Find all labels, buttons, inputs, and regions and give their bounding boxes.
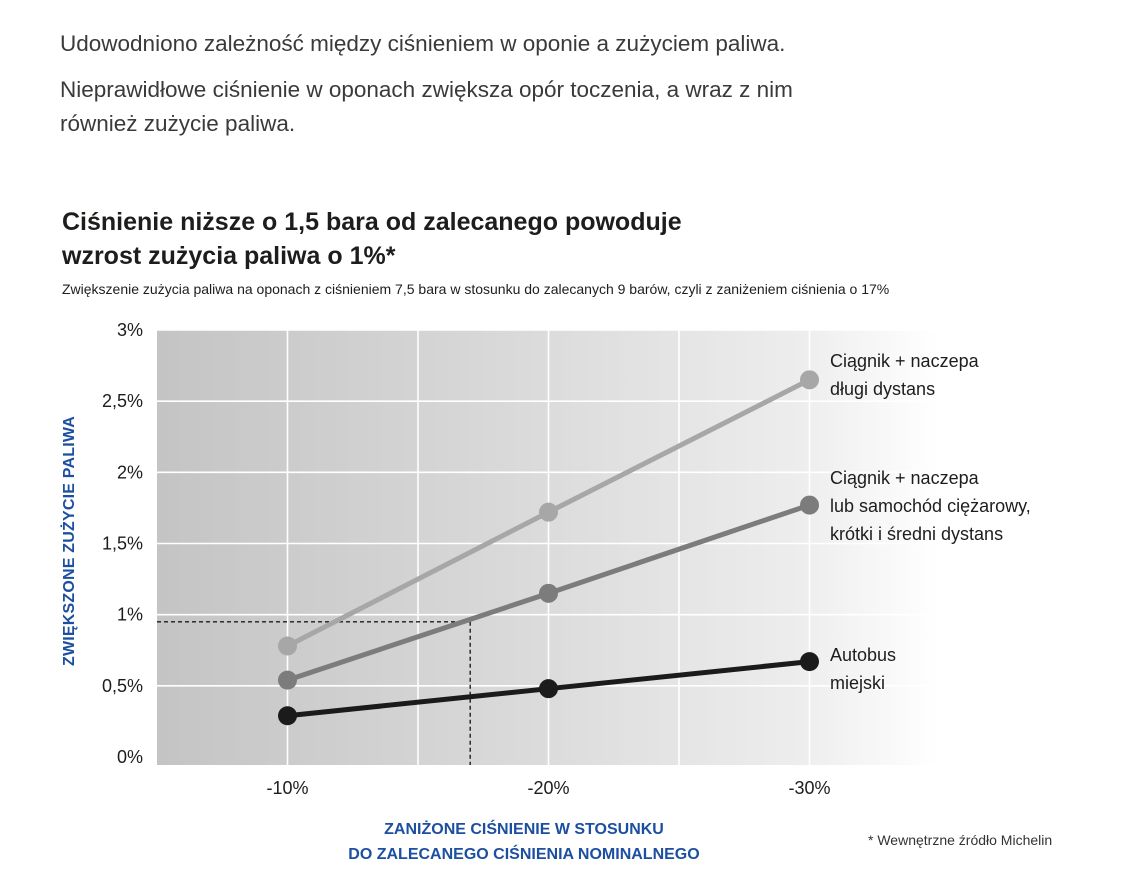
y-tick-label: 2% bbox=[117, 462, 143, 482]
x-axis-label: ZANIŻONE CIŚNIENIE W STOSUNKU DO ZALECANE… bbox=[274, 817, 774, 867]
x-axis-label-line-1: ZANIŻONE CIŚNIENIE W STOSUNKU bbox=[384, 821, 664, 838]
chart-subtitle: Zwiększenie zużycia paliwa na oponach z … bbox=[62, 281, 890, 297]
data-point bbox=[539, 679, 558, 699]
data-point bbox=[278, 706, 297, 726]
series-label-line: miejski bbox=[830, 673, 885, 693]
series-label-line: Autobus bbox=[830, 645, 896, 665]
y-axis-label: ZWIĘKSZONE ZUŻYCIE PALIWA bbox=[61, 415, 78, 667]
data-point bbox=[539, 502, 558, 522]
y-tick-label: 1% bbox=[117, 605, 143, 625]
y-axis-ticks: 0% 0,5% 1% 1,5% 2% 2,5% 3% bbox=[102, 320, 143, 767]
chart-title-line-1: Ciśnienie niższe o 1,5 bara od zalecaneg… bbox=[62, 208, 682, 236]
series-points bbox=[278, 370, 819, 726]
series-label-line: Ciągnik + naczepa bbox=[830, 468, 980, 488]
y-axis-label-wrap: ZWIĘKSZONE ZUŻYCIE PALIWA bbox=[57, 399, 83, 683]
x-axis-label-line-2: DO ZALECANEGO CIŚNIENIA NOMINALNEGO bbox=[348, 846, 700, 863]
series-label-line: krótki i średni dystans bbox=[830, 524, 1003, 544]
y-tick-label: 3% bbox=[117, 320, 143, 340]
y-tick-label: 2,5% bbox=[102, 391, 143, 411]
y-tick-label: 0% bbox=[117, 747, 143, 767]
data-point bbox=[278, 636, 297, 656]
x-tick-label: -10% bbox=[266, 778, 308, 798]
data-point bbox=[800, 495, 819, 515]
data-point bbox=[800, 370, 819, 390]
y-tick-label: 1,5% bbox=[102, 534, 143, 554]
intro-line-2: Nieprawidłowe ciśnienie w oponach zwięks… bbox=[60, 77, 793, 102]
x-axis-ticks: -10% -20% -30% bbox=[266, 778, 830, 798]
series-label-line: Ciągnik + naczepa bbox=[830, 351, 980, 371]
series-label-line: lub samochód ciężarowy, bbox=[830, 496, 1031, 516]
intro-paragraph: Nieprawidłowe ciśnienie w oponach zwięks… bbox=[60, 73, 960, 141]
reference-dashed-lines bbox=[157, 621, 471, 765]
series-labels: Ciągnik + naczepa długi dystans Ciągnik + … bbox=[830, 351, 1031, 693]
intro-line-3: również zużycie paliwa. bbox=[60, 111, 296, 136]
chart-title-line-2: wzrost zużycia paliwa o 1%* bbox=[62, 242, 396, 270]
series-label-line: długi dystans bbox=[830, 379, 935, 399]
source-footnote: * Wewnętrzne źródło Michelin bbox=[868, 832, 1053, 848]
data-point bbox=[800, 652, 819, 672]
x-tick-label: -30% bbox=[788, 778, 830, 798]
intro-line-1: Udowodniono zależność między ciśnieniem … bbox=[60, 31, 786, 56]
data-point bbox=[539, 583, 558, 603]
y-tick-label: 0,5% bbox=[102, 676, 143, 696]
x-tick-label: -20% bbox=[527, 778, 569, 798]
chart-title: Ciśnienie niższe o 1,5 bara od zalecaneg… bbox=[62, 205, 682, 273]
data-point bbox=[278, 670, 297, 690]
